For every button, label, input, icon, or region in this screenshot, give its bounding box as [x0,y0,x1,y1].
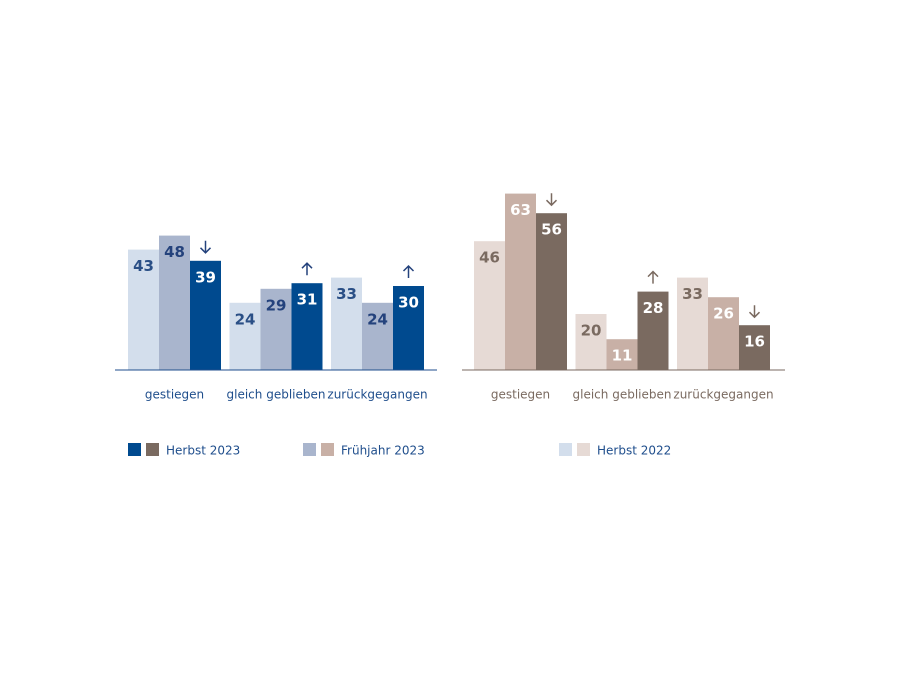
value-label: 63 [510,201,531,219]
bar [637,291,669,370]
legend-swatch [303,443,316,456]
legend-swatch [146,443,159,456]
bar [677,277,708,370]
value-label: 29 [266,296,287,314]
value-label: 20 [581,322,602,340]
bar [393,286,424,370]
value-label: 11 [612,347,633,365]
legend-swatch [321,443,334,456]
value-label: 56 [541,221,562,239]
x-tick-label: gestiegen [491,388,550,402]
value-label: 33 [336,285,357,303]
bar [536,213,567,370]
bar [229,302,261,370]
trend-arrow [748,305,761,319]
bar [362,302,393,370]
value-label: 39 [195,268,216,286]
trend-arrow [647,270,659,284]
value-label: 46 [479,249,500,267]
bar [606,339,638,370]
legend-swatch [577,443,590,456]
legend-swatch [559,443,572,456]
value-label: 24 [367,310,388,328]
bar [331,277,362,370]
bar [291,283,323,370]
bar [575,314,607,370]
trend-arrow [301,262,313,276]
bar [260,288,292,370]
value-label: 16 [744,333,765,351]
value-label: 26 [713,305,734,323]
legend-label: Herbst 2023 [166,444,240,458]
x-tick-label: gleich geblieben [227,388,326,402]
x-tick-label: zurückgegangen [327,388,427,402]
x-tick-label: gestiegen [145,388,204,402]
legend-label: Herbst 2022 [597,444,671,458]
bar [190,260,221,370]
value-label: 43 [133,257,154,275]
value-label: 48 [164,243,185,261]
legend-label: Frühjahr 2023 [341,444,425,458]
value-label: 31 [297,291,318,309]
trend-arrow [545,193,558,207]
bar [159,235,190,370]
x-tick-label: zurückgegangen [673,388,773,402]
bar [505,193,536,370]
bar [128,249,159,370]
value-label: 24 [235,310,256,328]
trend-arrow [199,240,212,254]
bar [708,297,739,370]
x-tick-label: gleich geblieben [573,388,672,402]
bar [474,241,505,370]
value-label: 33 [682,285,703,303]
legend-swatch [128,443,141,456]
bar [739,325,770,370]
value-label: 28 [643,299,664,317]
trend-arrow [402,264,415,278]
value-label: 30 [398,294,419,312]
